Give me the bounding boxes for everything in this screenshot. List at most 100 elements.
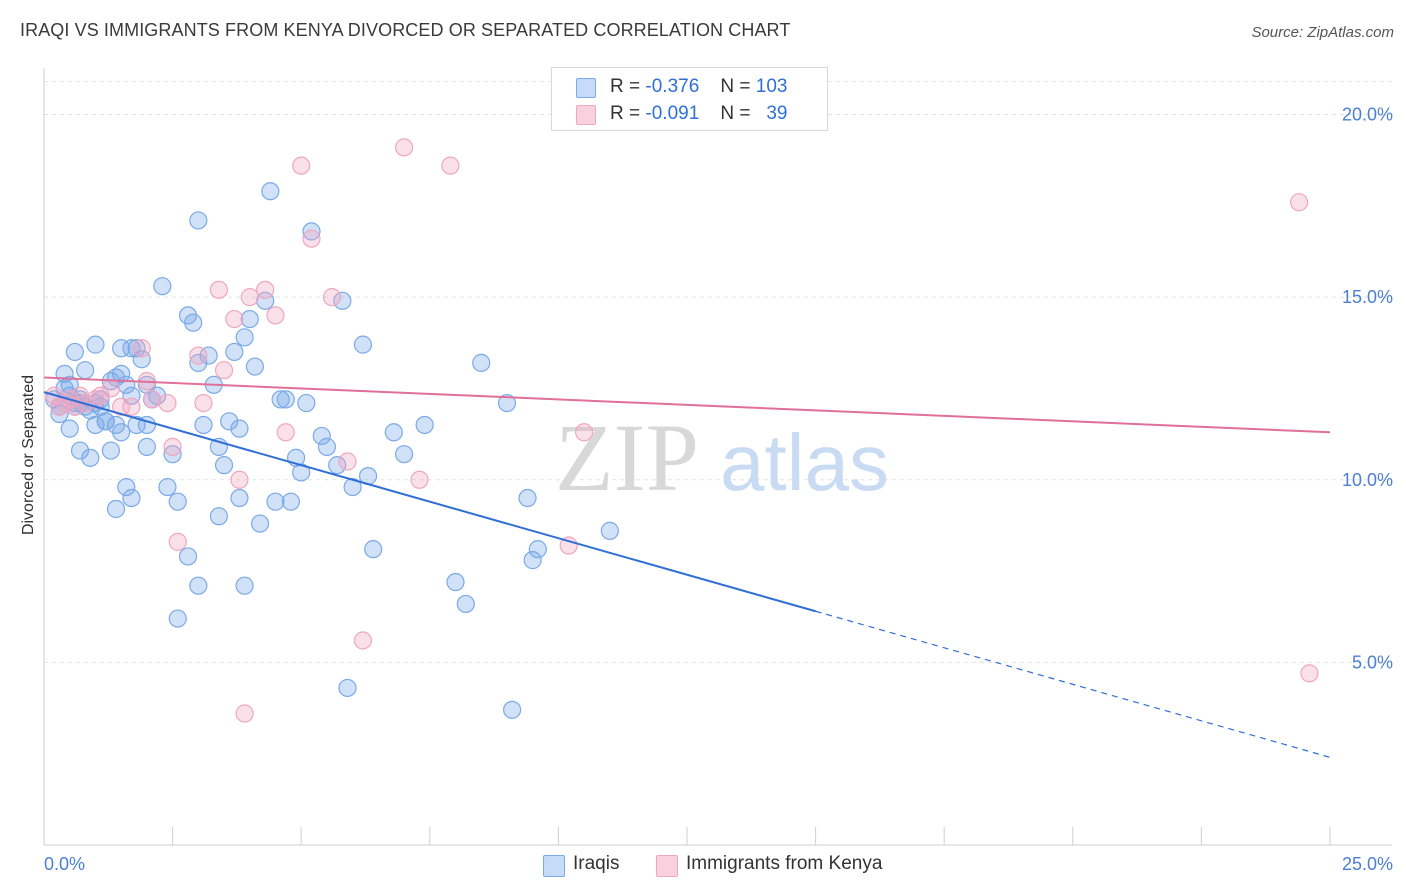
point-kenya-31 xyxy=(338,452,357,471)
point-kenya-23 xyxy=(230,470,249,489)
stats-legend: R = -0.376 N = 103 R = -0.091 N = 39 xyxy=(551,67,828,131)
point-kenya-20 xyxy=(209,280,228,299)
point-iraqis-82 xyxy=(338,678,357,698)
legend-swatch-kenya xyxy=(656,855,678,877)
point-iraqis-73 xyxy=(302,222,321,241)
point-iraqis-15 xyxy=(70,441,90,460)
point-iraqis-53 xyxy=(230,419,249,438)
point-iraqis-61 xyxy=(168,609,187,628)
point-iraqis-55 xyxy=(240,309,259,329)
point-iraqis-58 xyxy=(209,507,228,526)
point-iraqis-94 xyxy=(600,521,619,540)
legend-n-label: N = xyxy=(720,76,751,97)
point-iraqis-67 xyxy=(271,390,290,409)
point-iraqis-81 xyxy=(364,540,383,559)
point-iraqis-88 xyxy=(472,353,491,372)
point-kenya-39 xyxy=(1300,664,1319,683)
point-iraqis-42 xyxy=(168,492,187,511)
point-kenya-12 xyxy=(132,339,151,358)
point-kenya-36 xyxy=(559,536,578,555)
point-kenya-28 xyxy=(292,156,311,175)
point-iraqis-52 xyxy=(225,342,244,362)
point-kenya-10 xyxy=(112,397,131,416)
point-iraqis-7 xyxy=(60,419,79,438)
legend-label-kenya: Immigrants from Kenya xyxy=(686,853,883,874)
point-iraqis-95 xyxy=(189,211,208,230)
point-kenya-17 xyxy=(168,532,187,551)
y-tick-label-0: 5.0% xyxy=(1352,652,1393,672)
x-tick-label-0: 0.0% xyxy=(44,854,85,874)
legend-r-label: R = xyxy=(610,76,641,97)
point-iraqis-50 xyxy=(214,456,234,475)
point-kenya-24 xyxy=(240,288,259,307)
point-kenya-21 xyxy=(214,361,234,380)
point-iraqis-76 xyxy=(328,456,347,475)
point-kenya-26 xyxy=(266,306,285,325)
point-iraqis-27 xyxy=(122,339,141,358)
grid-lines xyxy=(44,81,1392,663)
point-iraqis-16 xyxy=(81,448,100,467)
point-kenya-33 xyxy=(394,138,414,157)
point-iraqis-32 xyxy=(106,499,126,519)
axes xyxy=(43,68,1392,846)
point-iraqis-86 xyxy=(446,572,465,592)
y-tick-label-2: 15.0% xyxy=(1342,287,1393,307)
legend-r-label: R = xyxy=(610,103,641,124)
point-iraqis-75 xyxy=(317,437,337,456)
point-iraqis-57 xyxy=(250,514,270,533)
trend-line-iraqis xyxy=(43,391,816,613)
point-iraqis-28 xyxy=(101,441,120,460)
point-iraqis-89 xyxy=(497,393,517,413)
point-iraqis-37 xyxy=(127,339,146,358)
series-iraqis-points xyxy=(45,182,619,719)
legend-n-value: 103 xyxy=(755,76,788,97)
point-iraqis-87 xyxy=(456,594,475,614)
x-tick-labels: 0.0% 25.0% xyxy=(44,854,1393,874)
point-iraqis-44 xyxy=(184,313,203,332)
point-kenya-30 xyxy=(322,288,342,307)
watermark-zip: ZIP xyxy=(555,404,699,511)
legend-r-value: -0.091 xyxy=(645,103,700,124)
point-iraqis-71 xyxy=(292,463,311,482)
y-tick-labels: 5.0% 10.0% 15.0% 20.0% xyxy=(1342,105,1393,673)
point-kenya-19 xyxy=(194,393,213,413)
point-iraqis-45 xyxy=(189,353,208,372)
point-kenya-25 xyxy=(256,280,275,299)
point-iraqis-19 xyxy=(112,339,131,358)
point-kenya-18 xyxy=(189,346,208,365)
point-kenya-16 xyxy=(163,437,182,456)
point-iraqis-4 xyxy=(50,404,69,424)
point-iraqis-84 xyxy=(394,445,414,464)
point-iraqis-92 xyxy=(523,551,542,570)
source-label: Source: ZipAtlas.com xyxy=(1251,24,1394,41)
point-kenya-14 xyxy=(142,390,162,409)
legend-swatch-iraqis xyxy=(543,855,565,877)
point-iraqis-10 xyxy=(65,342,84,362)
point-iraqis-62 xyxy=(189,576,208,595)
point-iraqis-13 xyxy=(76,361,95,380)
point-iraqis-90 xyxy=(503,700,522,719)
point-kenya-35 xyxy=(441,156,460,175)
point-iraqis-34 xyxy=(122,488,141,508)
point-kenya-29 xyxy=(302,229,321,248)
chart-title: IRAQI VS IMMIGRANTS FROM KENYA DIVORCED … xyxy=(20,20,791,40)
point-iraqis-54 xyxy=(235,328,254,347)
watermark-atlas: atlas xyxy=(720,418,889,507)
point-iraqis-68 xyxy=(276,390,295,409)
legend-swatch-kenya xyxy=(576,105,596,125)
point-iraqis-74 xyxy=(312,426,331,446)
watermark: ZIP atlas xyxy=(555,404,889,511)
point-iraqis-56 xyxy=(245,357,265,376)
point-iraqis-97 xyxy=(96,412,115,431)
point-iraqis-78 xyxy=(343,477,362,497)
series-kenya-points xyxy=(45,138,1319,723)
point-kenya-32 xyxy=(353,631,373,650)
point-iraqis-39 xyxy=(163,445,182,464)
series-legend: Iraqis Immigrants from Kenya xyxy=(0,852,1406,878)
point-kenya-27 xyxy=(276,423,295,442)
legend-swatch-iraqis xyxy=(576,78,596,98)
point-iraqis-96 xyxy=(137,437,156,456)
y-axis-label: Divorced or Separated xyxy=(20,375,37,535)
point-iraqis-60 xyxy=(235,576,254,595)
